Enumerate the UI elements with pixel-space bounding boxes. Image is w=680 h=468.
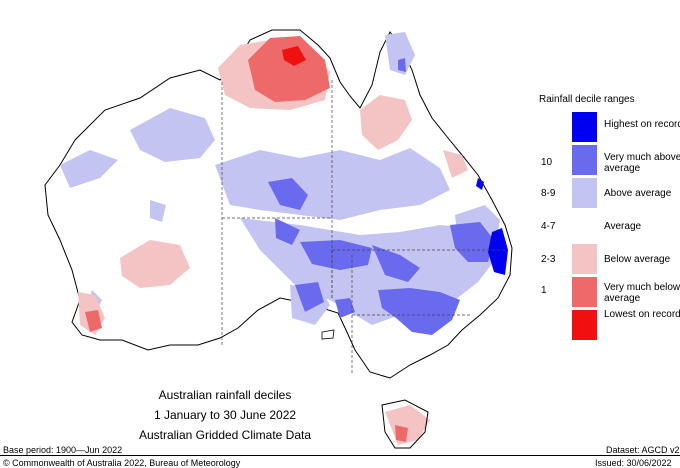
map-subtitle-dataset: Australian Gridded Climate Data (138, 428, 312, 442)
map-subtitle-dates: 1 January to 30 June 2022 (153, 408, 297, 422)
legend-title: Rainfall decile ranges (539, 94, 635, 105)
kangaroo-island (321, 329, 335, 340)
highest-on-record-regions (476, 178, 508, 275)
legend-code-10: 10 (541, 157, 553, 168)
legend-swatch-average (572, 211, 597, 241)
legend-code-2-3: 2-3 (541, 254, 556, 265)
dataset-label: Dataset: AGCD v2 (606, 445, 680, 455)
map-title: Australian rainfall deciles (158, 388, 292, 402)
lowest-on-record-regions (282, 46, 306, 66)
tasmania (381, 399, 429, 449)
state-boundaries (221, 80, 505, 375)
legend-code-1: 1 (541, 285, 547, 296)
legend-swatch-highest (572, 112, 597, 142)
legend-swatch-very-much-below (572, 277, 597, 307)
very-much-below-regions (85, 36, 408, 442)
legend-label-lowest: Lowest on record (604, 309, 680, 320)
issued-date: Issued: 30/06/2022 (595, 458, 672, 468)
legend-code-4-7: 4-7 (541, 221, 556, 232)
legend-label-above: Above average (604, 188, 672, 199)
legend-label-highest: Highest on record (604, 119, 680, 130)
legend-label-average: Average (604, 221, 642, 232)
base-period: Base period: 1900—Jun 2022 (3, 445, 123, 455)
legend-swatch-above (572, 178, 597, 208)
legend-swatch-lowest (572, 310, 597, 340)
legend-label-very-much-below: Very much below average (604, 282, 680, 304)
legend-swatch-below (572, 244, 597, 274)
legend-label-below: Below average (604, 254, 671, 265)
very-much-above-regions (268, 58, 494, 335)
legend-label-very-much-above: Very much above average (604, 152, 680, 174)
copyright: © Commonwealth of Australia 2022, Bureau… (3, 458, 241, 468)
legend-swatch-very-much-above (572, 145, 597, 175)
legend-code-8-9: 8-9 (541, 188, 556, 199)
footer-rule (0, 455, 680, 456)
